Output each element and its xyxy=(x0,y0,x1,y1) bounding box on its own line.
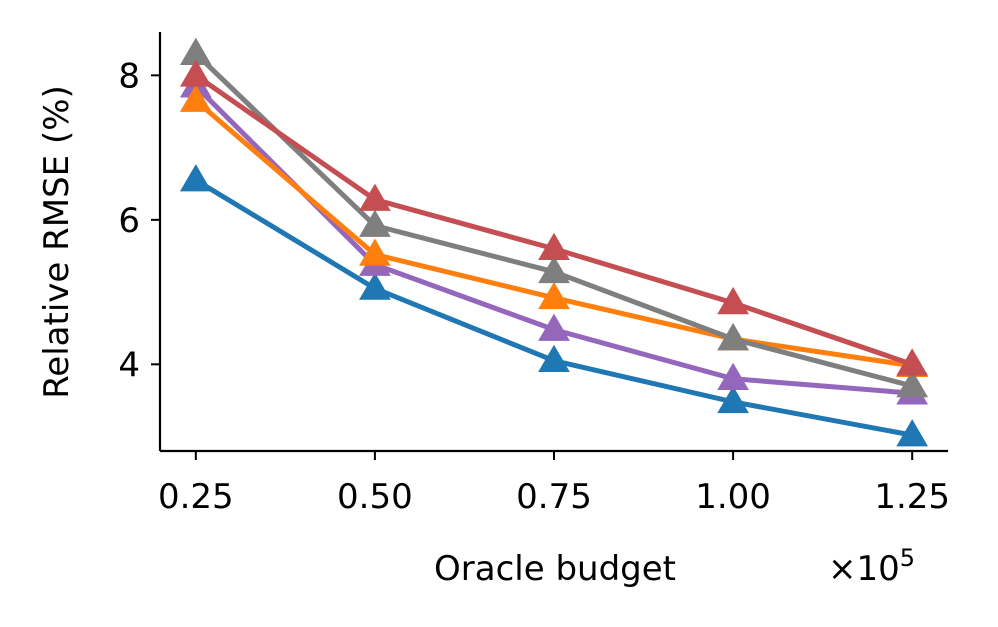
data-point-purple xyxy=(717,362,749,391)
data-point-orange xyxy=(538,281,570,310)
series-red xyxy=(179,59,929,376)
data-point-blue xyxy=(538,344,570,372)
data-point-blue xyxy=(359,272,391,300)
data-point-red xyxy=(896,348,929,376)
y-tick-label: 6 xyxy=(118,201,140,241)
x-tick-label: 0.75 xyxy=(516,477,592,517)
series-layer xyxy=(179,37,929,447)
ticks-layer: 0.25 0.50 0.75 1.00 1.25 4 6 8 xyxy=(118,56,950,517)
data-point-blue xyxy=(717,385,749,414)
y-tick-label: 4 xyxy=(118,345,140,385)
data-point-blue xyxy=(179,164,212,192)
data-point-gray xyxy=(359,209,391,237)
data-point-orange xyxy=(359,238,391,266)
data-point-blue xyxy=(896,419,929,447)
data-point-gray xyxy=(538,255,570,284)
data-point-gray xyxy=(717,323,749,351)
data-point-red xyxy=(179,59,212,87)
y-tick-label: 8 xyxy=(118,56,140,96)
x-scale-exponent: 5 xyxy=(900,544,915,572)
data-point-gray xyxy=(896,369,929,398)
x-tick-label: 1.00 xyxy=(695,477,771,517)
data-point-purple xyxy=(538,313,570,341)
x-tick-label: 0.50 xyxy=(337,477,413,517)
x-scale-multiplier: ×105 xyxy=(828,544,915,589)
x-tick-label: 1.25 xyxy=(874,477,950,517)
x-scale-base: ×10 xyxy=(828,549,900,589)
data-point-red xyxy=(538,232,570,261)
y-axis-label: Relative RMSE (%) xyxy=(37,85,77,399)
x-axis-label: Oracle budget xyxy=(434,549,676,589)
data-point-orange xyxy=(179,84,212,112)
data-point-red xyxy=(717,286,749,315)
series-blue xyxy=(179,164,929,447)
x-tick-label: 0.25 xyxy=(158,477,234,517)
data-point-red xyxy=(359,183,391,211)
series-gray xyxy=(179,37,929,398)
